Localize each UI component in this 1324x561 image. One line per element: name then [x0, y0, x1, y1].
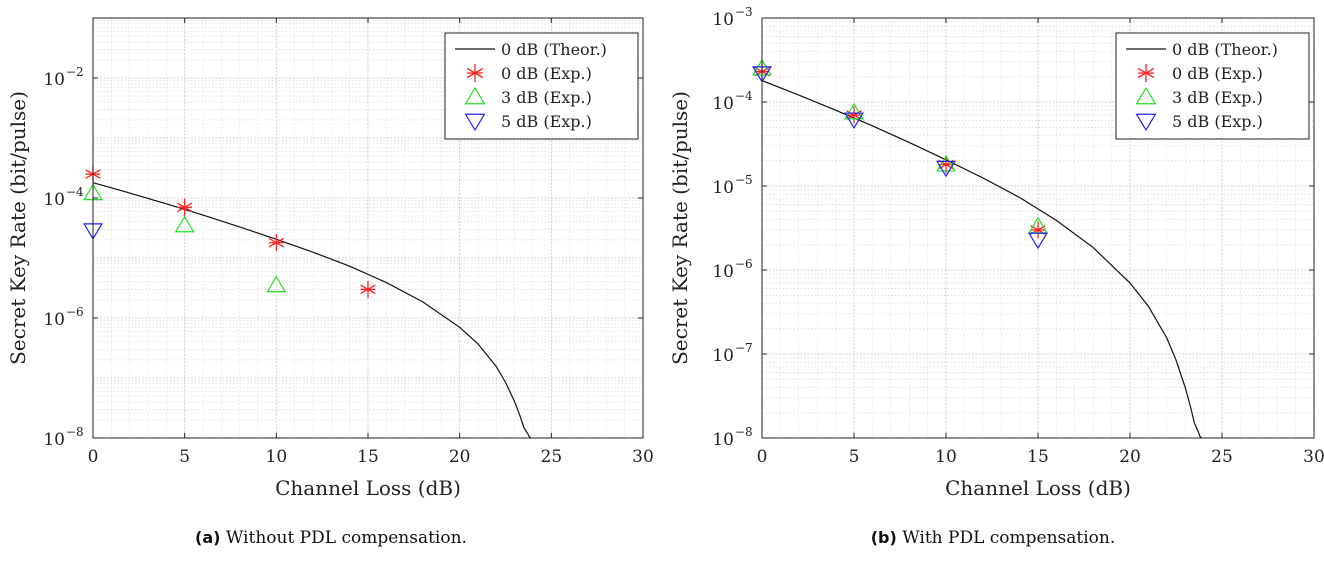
theory-line — [93, 182, 532, 438]
theory-line — [762, 80, 1203, 438]
legend-marker-triangle-up — [1135, 86, 1157, 105]
legend-label: 0 dB (Exp.) — [501, 64, 592, 83]
y-tick-exponent: −6 — [66, 305, 84, 319]
legend-box — [444, 32, 639, 140]
panel-label-b: (b) — [870, 528, 897, 547]
legend-label: 5 dB (Exp.) — [501, 112, 592, 131]
y-tick-label: 10 — [43, 430, 65, 450]
x-tick-label: 30 — [1303, 447, 1324, 467]
legend: 0 dB (Theor.) 0 dB (Exp.) 3 dB (Exp.) 5 dB … — [1115, 32, 1310, 140]
legend-label: 5 dB (Exp.) — [1172, 112, 1263, 131]
y-axis-label: Secret Key Rate (bit/pulse) — [6, 91, 30, 365]
y-tick-label: 10 — [43, 190, 65, 210]
y-tick-label: 10 — [712, 178, 734, 198]
y-tick-exponent: −2 — [66, 65, 84, 79]
panel-label-a: (a) — [195, 528, 221, 547]
data-point-asterisk — [268, 234, 285, 252]
y-tick-label: 10 — [712, 346, 734, 366]
x-tick-label: 20 — [1119, 447, 1141, 467]
x-tick-label: 30 — [632, 447, 654, 467]
data-point-triangle-up — [266, 275, 287, 293]
legend-label: 0 dB (Theor.) — [501, 40, 607, 59]
legend-label: 3 dB (Exp.) — [1172, 88, 1263, 107]
data-point-triangle-down — [1028, 232, 1048, 250]
x-tick-label: 15 — [357, 447, 379, 467]
legend-marker-triangle-down — [1135, 113, 1157, 132]
y-tick-label: 10 — [712, 430, 734, 450]
x-tick-label: 10 — [266, 447, 288, 467]
x-tick-label: 5 — [849, 447, 860, 467]
y-tick-exponent: −8 — [735, 425, 753, 439]
y-tick-label: 10 — [43, 310, 65, 330]
caption-text-b: With PDL compensation. — [902, 528, 1116, 548]
x-tick-label: 0 — [757, 447, 768, 467]
legend-label: 3 dB (Exp.) — [501, 88, 592, 107]
legend-marker-triangle-up — [464, 86, 486, 105]
caption-b: (b) With PDL compensation. — [662, 528, 1324, 548]
y-tick-label: 10 — [712, 94, 734, 114]
y-tick-label: 10 — [712, 10, 734, 30]
y-tick-exponent: −7 — [735, 341, 753, 355]
y-tick-exponent: −6 — [735, 257, 753, 271]
data-point-triangle-up — [844, 102, 864, 120]
x-tick-label: 25 — [541, 447, 563, 467]
caption-text-a: Without PDL compensation. — [225, 528, 467, 548]
data-point-triangle-up — [174, 215, 195, 233]
data-point-triangle-up — [936, 154, 956, 172]
y-tick-exponent: −4 — [66, 185, 84, 199]
y-tick-label: 10 — [712, 262, 734, 282]
legend-marker-asterisk — [466, 64, 484, 82]
x-tick-label: 5 — [179, 447, 190, 467]
data-point-asterisk — [360, 280, 376, 298]
legend-box — [1115, 32, 1310, 140]
y-tick-exponent: −5 — [735, 173, 753, 187]
data-point-triangle-down — [936, 160, 956, 178]
y-tick-label: 10 — [43, 70, 65, 90]
data-point-triangle-down — [844, 112, 864, 130]
data-point-asterisk — [176, 198, 193, 216]
legend-marker-triangle-down — [464, 113, 486, 132]
caption-a: (a) Without PDL compensation. — [0, 528, 662, 548]
y-axis-label: Secret Key Rate (bit/pulse) — [668, 91, 692, 365]
legend-label: 0 dB (Theor.) — [1172, 40, 1278, 59]
x-tick-label: 10 — [935, 447, 957, 467]
x-axis-label: Channel Loss (dB) — [945, 476, 1131, 500]
x-tick-label: 0 — [88, 447, 99, 467]
y-tick-exponent: −3 — [735, 5, 753, 19]
y-tick-exponent: −4 — [735, 89, 753, 103]
x-axis-label: Channel Loss (dB) — [275, 476, 461, 500]
legend-marker-asterisk — [1137, 64, 1155, 82]
x-tick-label: 25 — [1211, 447, 1233, 467]
y-tick-exponent: −8 — [66, 425, 84, 439]
x-tick-label: 20 — [449, 447, 471, 467]
x-tick-label: 15 — [1027, 447, 1049, 467]
legend-label: 0 dB (Exp.) — [1172, 64, 1263, 83]
legend: 0 dB (Theor.) 0 dB (Exp.) 3 dB (Exp.) 5 dB … — [444, 32, 639, 140]
